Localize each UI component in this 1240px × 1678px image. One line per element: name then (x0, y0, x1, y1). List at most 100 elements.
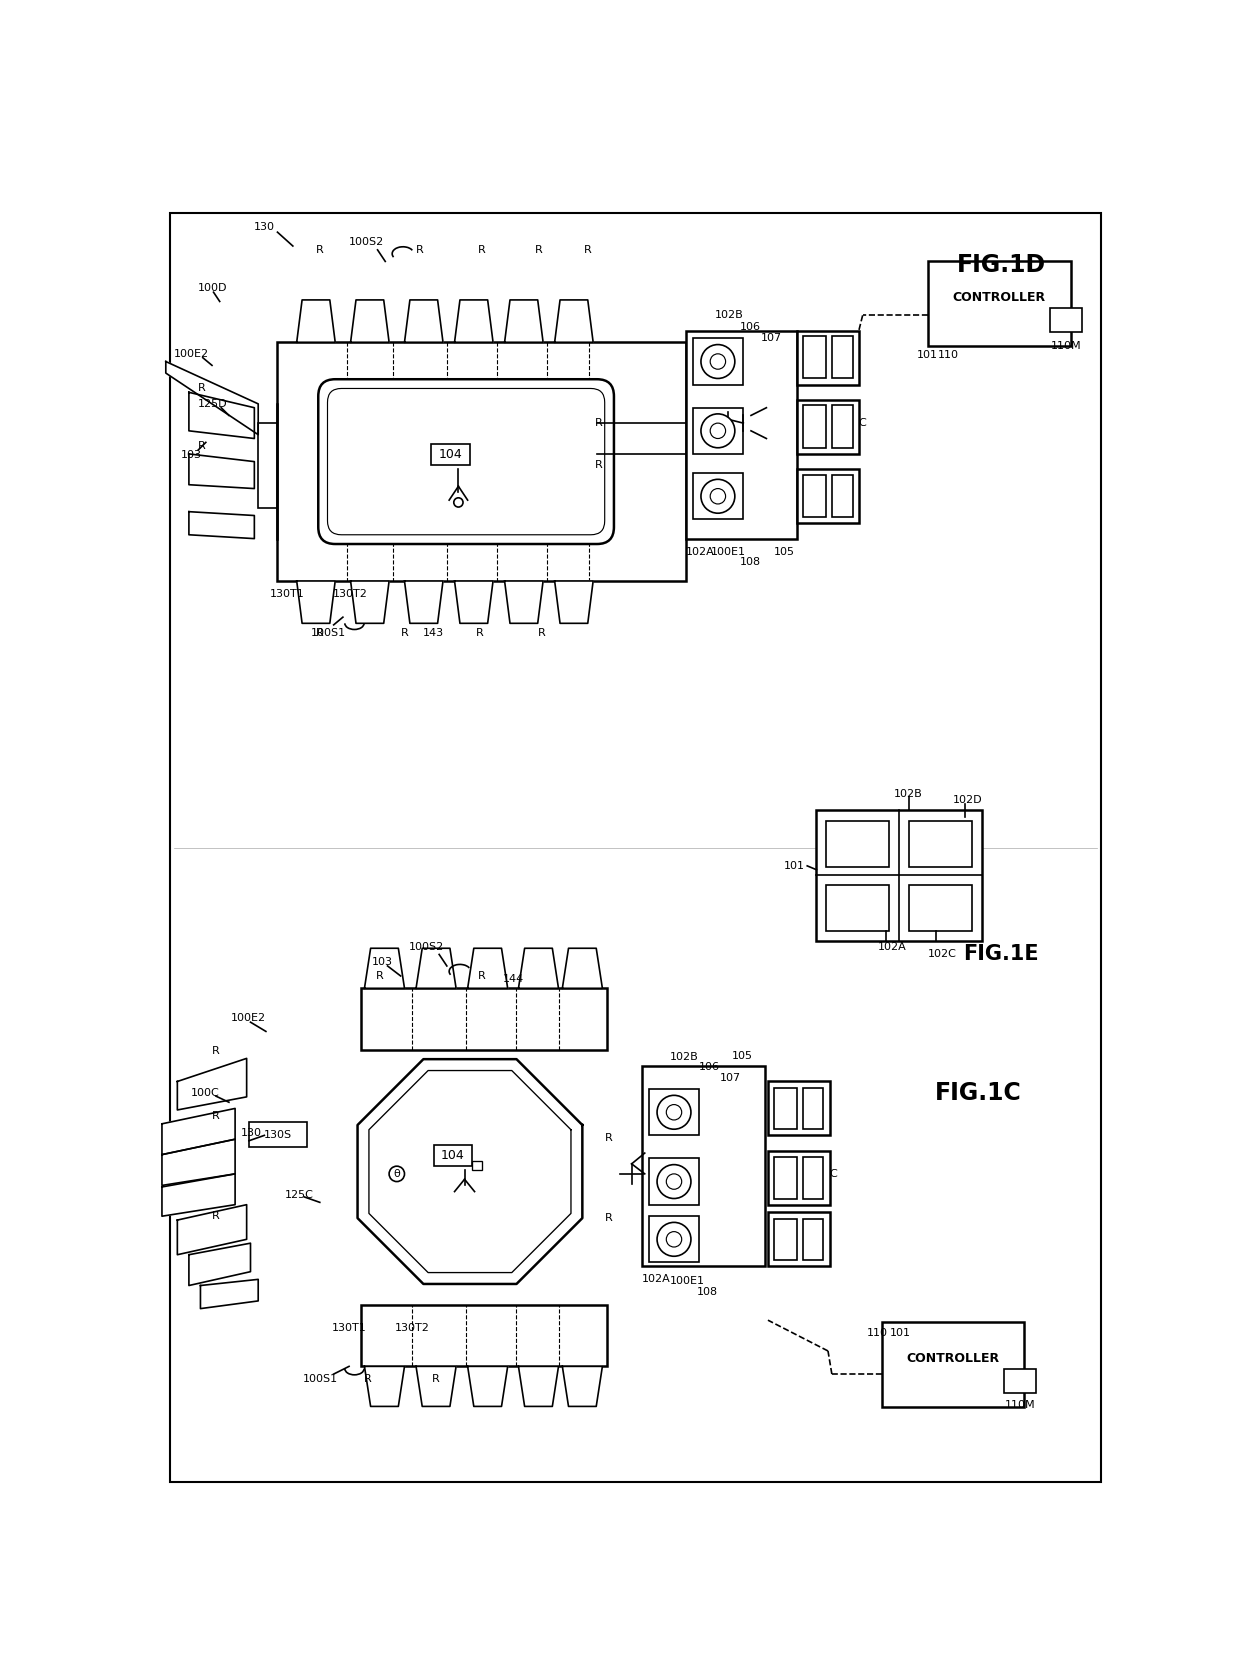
Circle shape (711, 354, 725, 369)
Text: 100E2: 100E2 (174, 349, 208, 359)
Polygon shape (417, 948, 456, 988)
Bar (278, 342, 686, 581)
Text: R: R (212, 1212, 219, 1222)
Polygon shape (518, 1366, 558, 1406)
Circle shape (454, 498, 463, 507)
Polygon shape (505, 581, 543, 623)
Circle shape (701, 414, 735, 448)
Text: 103: 103 (181, 450, 202, 460)
Bar (826, 884, 889, 931)
Bar (797, 470, 859, 524)
Bar (882, 1322, 1024, 1408)
Bar (832, 336, 853, 379)
Text: 107: 107 (761, 334, 782, 344)
Bar (693, 339, 743, 384)
Text: 102B: 102B (714, 310, 744, 320)
Text: R: R (605, 1213, 613, 1223)
Text: 110: 110 (867, 1329, 888, 1339)
Text: 100D: 100D (198, 284, 228, 294)
Text: 130T1: 130T1 (270, 589, 305, 599)
Polygon shape (467, 948, 507, 988)
Text: 100E1: 100E1 (711, 547, 746, 557)
Circle shape (666, 1175, 682, 1190)
Circle shape (701, 344, 735, 379)
Bar (797, 331, 859, 384)
Bar (361, 1305, 608, 1366)
Text: R: R (538, 628, 546, 638)
Bar (928, 262, 1070, 346)
Text: FIG.1D: FIG.1D (957, 253, 1045, 277)
Text: R: R (595, 418, 603, 428)
Text: R: R (363, 1374, 372, 1384)
Bar (693, 408, 743, 455)
Text: CONTROLLER: CONTROLLER (952, 290, 1045, 304)
Bar (774, 1156, 797, 1198)
Text: 130T1: 130T1 (331, 1322, 367, 1332)
Bar (249, 1123, 306, 1148)
Polygon shape (177, 1059, 247, 1109)
Text: 102A: 102A (878, 941, 906, 951)
Text: 125D: 125D (198, 399, 228, 409)
Bar (650, 1089, 699, 1136)
Text: 130T2: 130T2 (394, 1322, 429, 1332)
Text: 102D: 102D (952, 795, 982, 805)
Text: R: R (477, 245, 485, 255)
Bar (650, 1158, 699, 1205)
Text: 110M: 110M (1050, 341, 1081, 351)
Text: 105: 105 (774, 547, 795, 557)
Bar (650, 1217, 699, 1262)
Circle shape (389, 1166, 404, 1181)
Text: R: R (605, 1133, 613, 1143)
Polygon shape (188, 455, 254, 488)
Circle shape (666, 1104, 682, 1119)
FancyBboxPatch shape (319, 379, 614, 544)
Polygon shape (404, 581, 443, 623)
Text: 108: 108 (697, 1287, 718, 1297)
Text: R: R (316, 628, 324, 638)
Bar (258, 423, 278, 508)
Text: R: R (417, 245, 424, 255)
Bar (768, 1213, 830, 1267)
Bar (804, 475, 826, 517)
Circle shape (701, 480, 735, 513)
Bar (361, 988, 608, 1050)
Bar (797, 399, 859, 455)
Text: 106: 106 (739, 322, 760, 332)
Text: 100S2: 100S2 (408, 941, 444, 951)
Polygon shape (554, 581, 593, 623)
Text: R: R (432, 1374, 439, 1384)
Text: 144: 144 (503, 973, 525, 983)
Polygon shape (177, 1205, 247, 1255)
Polygon shape (201, 1279, 258, 1309)
Text: R: R (212, 1111, 219, 1121)
Bar (816, 810, 982, 941)
Text: 100S1: 100S1 (310, 628, 346, 638)
Text: 125C: 125C (285, 1190, 314, 1200)
Bar (832, 475, 853, 517)
Bar (774, 1218, 797, 1260)
Text: 102B: 102B (894, 789, 923, 799)
Text: R: R (584, 245, 591, 255)
Bar (909, 884, 972, 931)
Text: 143: 143 (423, 628, 444, 638)
Bar (826, 821, 889, 868)
Polygon shape (188, 512, 254, 539)
Text: 104: 104 (441, 1149, 465, 1161)
Text: 102B: 102B (670, 1052, 699, 1062)
Bar (802, 1218, 823, 1260)
Polygon shape (351, 300, 389, 342)
Text: C: C (859, 418, 867, 428)
Bar (804, 336, 826, 379)
Text: R: R (198, 384, 206, 393)
Text: 101: 101 (916, 351, 937, 361)
Text: C: C (830, 1170, 837, 1180)
Text: 102A: 102A (686, 547, 714, 557)
Text: 130: 130 (241, 1128, 262, 1138)
Text: R: R (536, 245, 543, 255)
Bar (774, 1087, 797, 1129)
Polygon shape (563, 1366, 603, 1406)
Text: 108: 108 (739, 557, 760, 567)
Polygon shape (404, 300, 443, 342)
Text: 100C: 100C (191, 1087, 219, 1097)
Polygon shape (296, 581, 335, 623)
